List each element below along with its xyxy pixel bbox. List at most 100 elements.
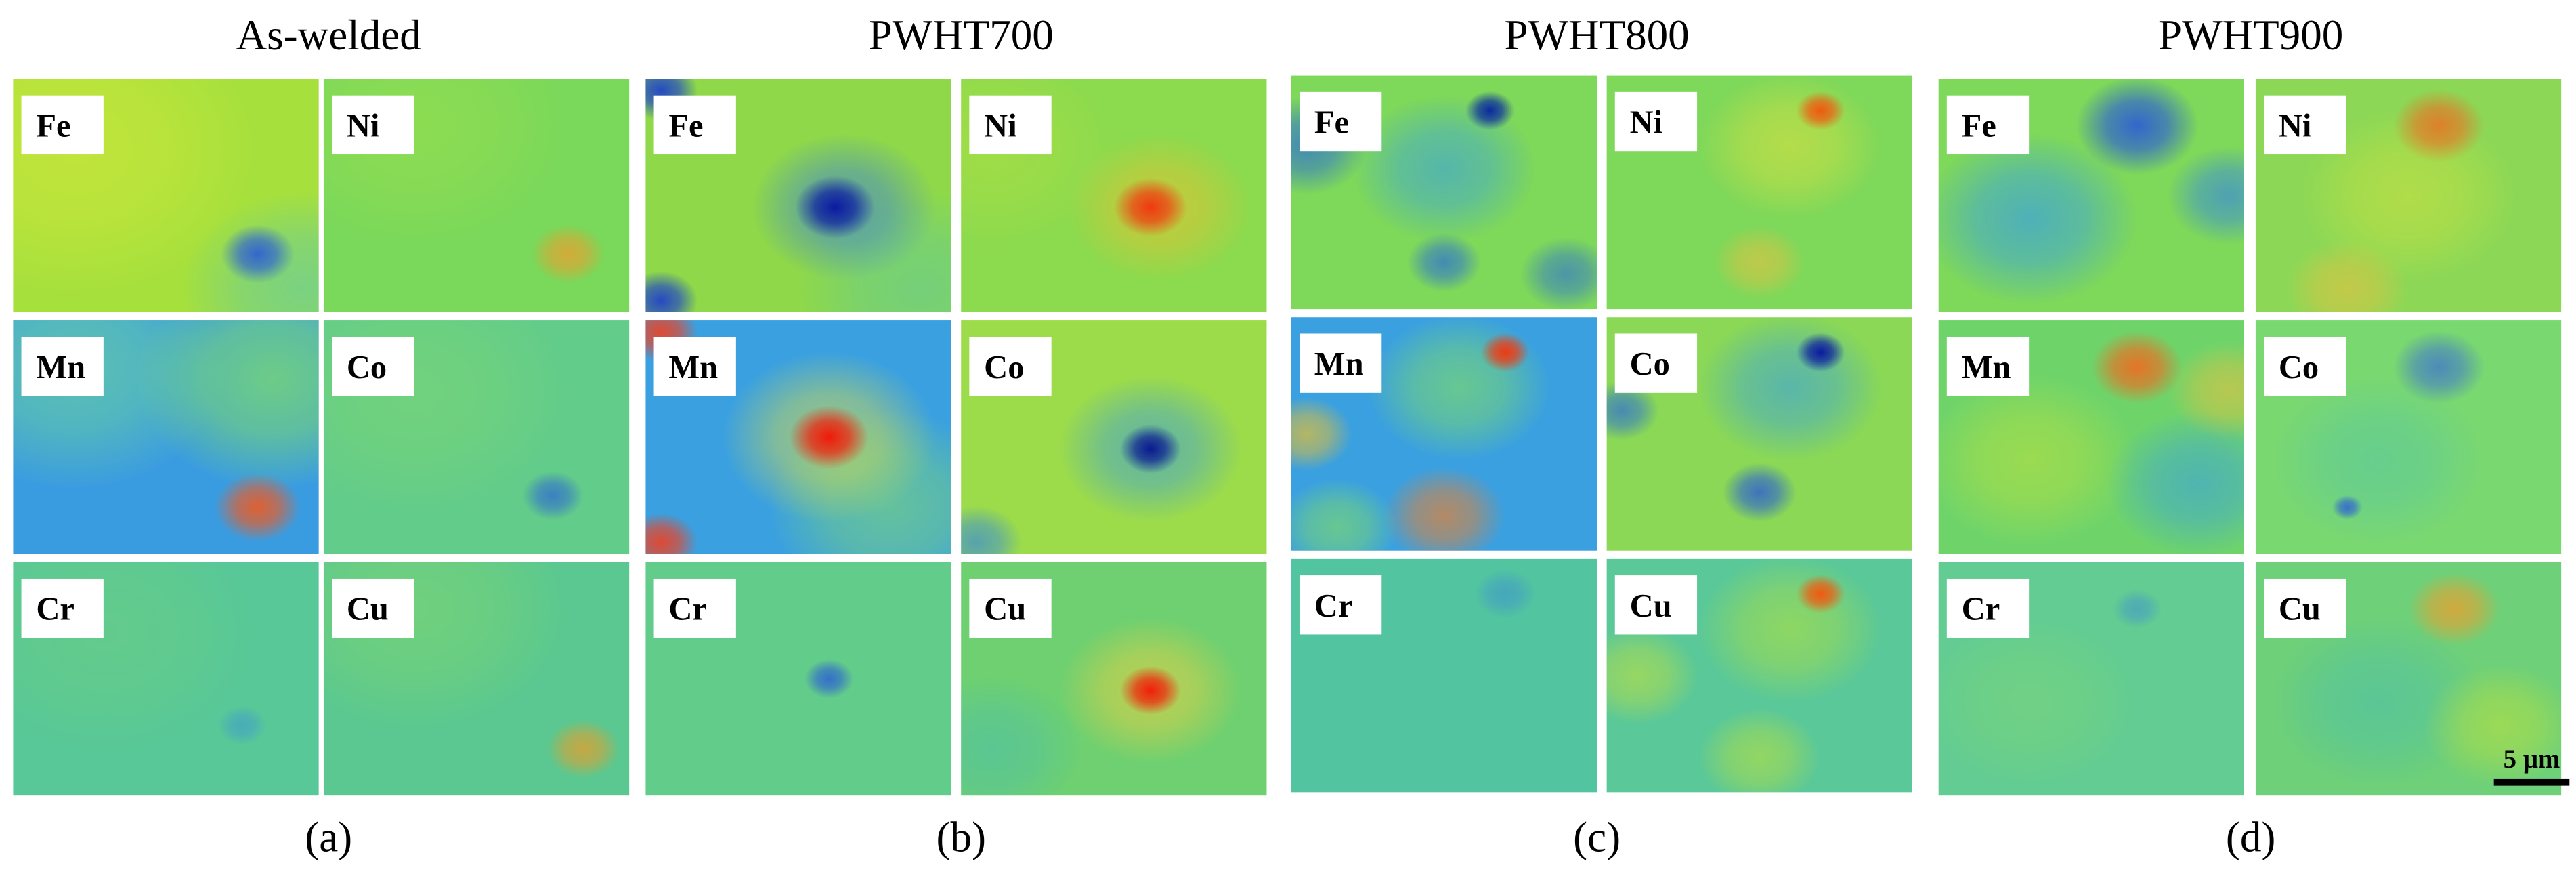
- map-feature: [1698, 75, 1882, 220]
- map-feature: [1465, 91, 1515, 131]
- element-label: Co: [1630, 346, 1670, 382]
- element-map: Co: [1606, 317, 1912, 551]
- map-feature: [221, 224, 295, 284]
- map-feature: [1367, 317, 1551, 461]
- map-feature: [1723, 463, 1797, 522]
- element-label-box: [1299, 575, 1382, 635]
- panel-label: (b): [936, 814, 986, 861]
- element-map: Co: [961, 320, 1267, 554]
- map-feature: [1938, 133, 2137, 305]
- element-map: Mn: [645, 320, 951, 554]
- element-map: Cu: [1606, 558, 1912, 793]
- panel-label: (a): [305, 814, 352, 861]
- group-title: PWHT800: [1504, 12, 1689, 59]
- element-label: Ni: [347, 108, 380, 144]
- map-feature: [804, 659, 854, 699]
- element-map: Fe: [1291, 75, 1597, 310]
- element-label: Cu: [2279, 591, 2321, 627]
- map-feature: [1698, 317, 1882, 461]
- element-label-box: [1946, 578, 2030, 638]
- element-label-box: [969, 578, 1052, 638]
- element-map: Co: [323, 320, 630, 554]
- element-map: Fe: [645, 79, 951, 312]
- element-label: Fe: [668, 108, 703, 144]
- map-feature: [645, 271, 698, 312]
- element-map: Fe: [13, 79, 319, 312]
- element-map: Cr: [13, 562, 319, 796]
- element-label: Co: [984, 350, 1024, 386]
- map-feature: [1119, 666, 1182, 715]
- element-label-box: [1614, 333, 1698, 393]
- map-feature: [2106, 410, 2244, 554]
- map-feature: [1352, 96, 1536, 243]
- element-label-box: [653, 337, 736, 396]
- element-map: Cu: [323, 562, 630, 796]
- group-title: PWHT700: [869, 12, 1054, 59]
- map-feature: [1480, 333, 1530, 372]
- map-feature: [522, 471, 584, 520]
- scale-bar: [2493, 778, 2570, 786]
- map-feature: [2168, 341, 2244, 440]
- element-map: Ni: [2255, 79, 2562, 312]
- map-feature: [2286, 240, 2409, 312]
- map-feature: [2408, 572, 2500, 646]
- element-map: Cr: [1938, 562, 2244, 796]
- element-label: Cu: [347, 591, 389, 627]
- element-label-box: [21, 578, 104, 638]
- map-feature: [1291, 478, 1398, 551]
- element-label: Cr: [36, 591, 74, 627]
- element-label: Cr: [1314, 588, 1353, 624]
- map-feature: [2076, 79, 2199, 175]
- element-map: Ni: [961, 79, 1267, 312]
- element-label-box: [21, 337, 104, 396]
- element-label: Fe: [1962, 108, 1996, 144]
- element-label-box: [653, 578, 736, 638]
- map-feature: [546, 719, 620, 778]
- element-map: Cr: [1291, 558, 1597, 793]
- map-feature: [1796, 91, 1845, 131]
- element-label: Mn: [1314, 346, 1364, 382]
- element-map: Cr: [645, 562, 951, 796]
- element-label-box: [2264, 578, 2346, 638]
- element-label-box: [332, 337, 414, 396]
- map-feature: [789, 405, 869, 470]
- element-label: Mn: [668, 350, 718, 386]
- element-label-box: [969, 95, 1052, 155]
- panel-label: (c): [1573, 814, 1620, 861]
- element-label: Cr: [668, 591, 707, 627]
- element-label-box: [969, 337, 1052, 396]
- element-label: Mn: [1962, 350, 2011, 386]
- group-title: As-welded: [236, 12, 421, 59]
- element-map: Cu: [961, 562, 1267, 796]
- element-map: Fe: [1938, 79, 2244, 312]
- map-feature: [531, 224, 605, 284]
- map-feature: [645, 513, 698, 554]
- element-label-box: [1614, 91, 1698, 152]
- map-feature: [1291, 397, 1353, 471]
- map-feature: [2392, 89, 2485, 163]
- element-map: Mn: [1938, 320, 2244, 554]
- map-feature: [2424, 664, 2562, 787]
- map-feature: [217, 705, 267, 745]
- map-feature: [2271, 375, 2485, 547]
- element-map: Ni: [1606, 75, 1912, 310]
- element-map: Cu: [2255, 562, 2562, 796]
- map-feature: [2332, 495, 2363, 520]
- element-label: Mn: [36, 350, 85, 386]
- map-feature: [1520, 237, 1597, 310]
- map-feature: [1938, 617, 2137, 788]
- map-feature: [1698, 558, 1882, 703]
- map-feature: [1698, 708, 1821, 793]
- element-label: Co: [2279, 350, 2319, 386]
- map-feature: [1938, 375, 2137, 547]
- map-feature: [1713, 226, 1805, 299]
- element-label-box: [332, 95, 414, 155]
- element-label-box: [2264, 95, 2346, 155]
- element-label: Co: [347, 350, 387, 386]
- map-feature: [135, 320, 319, 489]
- element-label-box: [2264, 337, 2346, 396]
- element-label-box: [1299, 333, 1382, 393]
- map-feature: [1383, 466, 1505, 551]
